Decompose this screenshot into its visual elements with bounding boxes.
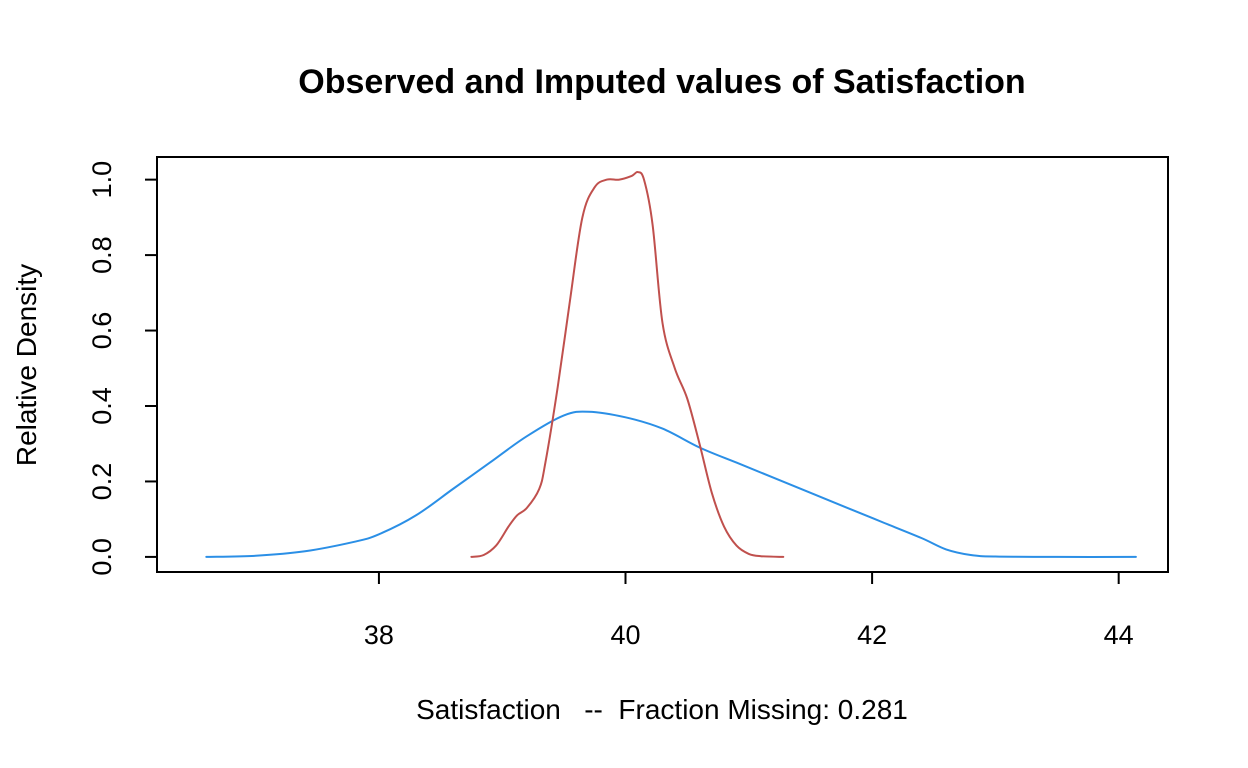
y-tick-label: 0.0 (87, 538, 117, 576)
y-tick-label: 0.6 (87, 312, 117, 350)
x-axis: 38 40 42 44 (364, 571, 1134, 650)
y-tick-label: 1.0 (87, 161, 117, 199)
y-tick-label: 0.8 (87, 236, 117, 274)
x-tick-label: 40 (610, 620, 640, 650)
density-line-1 (470, 171, 785, 558)
y-axis-label: Relative Density (11, 264, 42, 466)
series-layer (205, 171, 1137, 558)
y-tick-label: 0.4 (87, 387, 117, 425)
x-axis-label: Satisfaction -- Fraction Missing: 0.281 (416, 694, 908, 725)
y-tick-label: 0.2 (87, 463, 117, 501)
x-tick-label: 44 (1104, 620, 1134, 650)
x-tick-label: 38 (364, 620, 394, 650)
x-tick-label: 42 (857, 620, 887, 650)
plot-area-frame (156, 156, 1169, 573)
density-line-0 (205, 410, 1137, 558)
chart-title: Observed and Imputed values of Satisfact… (298, 63, 1025, 101)
y-axis: 0.0 0.2 0.4 0.6 0.8 1.0 (87, 161, 158, 576)
